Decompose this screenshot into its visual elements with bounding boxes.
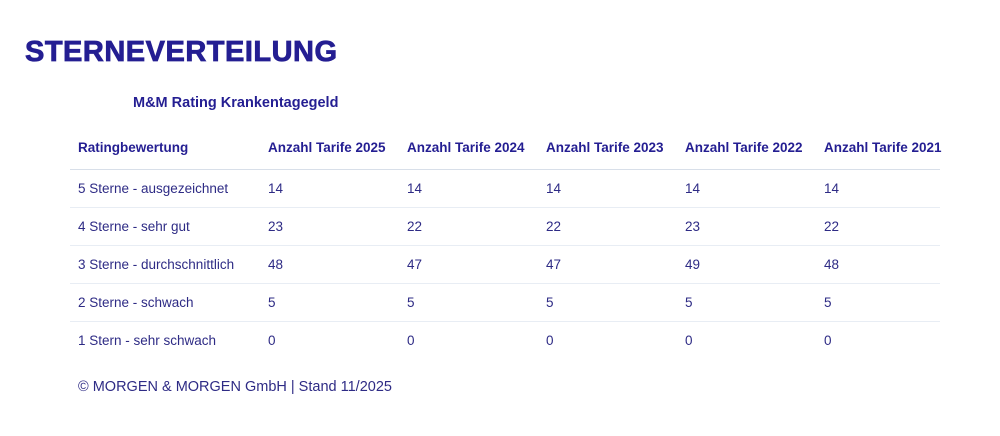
cell-value: 47	[399, 245, 538, 284]
column-header-tarife-2024: Anzahl Tarife 2024	[399, 136, 538, 170]
copyright-footer: © MORGEN & MORGEN GmbH | Stand 11/2025	[78, 379, 392, 395]
cell-value: 47	[538, 245, 677, 284]
cell-value: 14	[816, 169, 940, 208]
column-header-ratingbewertung: Ratingbewertung	[70, 136, 260, 170]
rating-table: Ratingbewertung Anzahl Tarife 2025 Anzah…	[70, 136, 942, 360]
cell-value: 48	[816, 245, 940, 284]
cell-value: 14	[260, 169, 399, 208]
cell-value: 14	[538, 169, 677, 208]
row-label: 3 Sterne - durchschnittlich	[70, 245, 260, 284]
cell-value: 14	[677, 169, 816, 208]
cell-value: 0	[685, 333, 693, 348]
rating-table-container: Ratingbewertung Anzahl Tarife 2025 Anzah…	[70, 136, 942, 360]
cell-value: 48	[260, 245, 399, 284]
cell-value: 14	[399, 169, 538, 208]
cell-value: 0	[824, 333, 832, 348]
row-label: 5 Sterne - ausgezeichnet	[70, 169, 260, 208]
table-row-2-sterne: 2 Sterne - schwach 5 5 5 5 5	[70, 283, 940, 322]
page-title: STERNEVERTEILUNG	[25, 36, 338, 69]
cell-value: 23	[677, 207, 816, 246]
cell-value: 5	[816, 283, 940, 322]
cell-value: 5	[677, 283, 816, 322]
table-row-5-sterne: 5 Sterne - ausgezeichnet 14 14 14 14 14	[70, 169, 940, 208]
cell-value: 22	[399, 207, 538, 246]
column-header-tarife-2022: Anzahl Tarife 2022	[677, 136, 816, 170]
cell-value: 22	[816, 207, 940, 246]
cell-value: 23	[260, 207, 399, 246]
table-header-row: Ratingbewertung Anzahl Tarife 2025 Anzah…	[70, 136, 942, 170]
cell-value: 0	[268, 333, 276, 348]
column-header-tarife-2021: Anzahl Tarife 2021	[816, 136, 942, 170]
cell-value: 5	[399, 283, 538, 322]
row-label: 4 Sterne - sehr gut	[70, 207, 260, 246]
cell-value: 22	[538, 207, 677, 246]
cell-value: 5	[260, 283, 399, 322]
page-subtitle: M&M Rating Krankentagegeld	[133, 95, 339, 111]
cell-value: 49	[677, 245, 816, 284]
table-row-4-sterne: 4 Sterne - sehr gut 23 22 22 23 22	[70, 207, 940, 246]
table-row-3-sterne: 3 Sterne - durchschnittlich 48 47 47 49 …	[70, 245, 940, 284]
column-header-tarife-2025: Anzahl Tarife 2025	[260, 136, 399, 170]
column-header-tarife-2023: Anzahl Tarife 2023	[538, 136, 677, 170]
table-row-1-stern: 1 Stern - sehr schwach 0 0 0 0 0	[70, 322, 940, 360]
cell-value: 0	[407, 333, 415, 348]
cell-value: 5	[538, 283, 677, 322]
row-label: 1 Stern - sehr schwach	[78, 333, 217, 348]
cell-value: 0	[546, 333, 554, 348]
row-label: 2 Sterne - schwach	[70, 283, 260, 322]
